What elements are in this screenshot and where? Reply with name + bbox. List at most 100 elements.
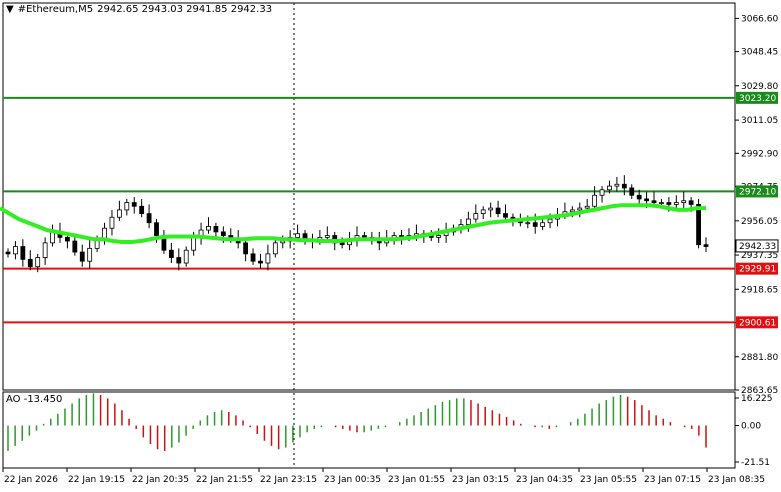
time-tick-label: 23 Jan 08:35: [708, 475, 765, 485]
time-tick-label: 22 Jan 2026: [4, 475, 58, 485]
candle-body: [480, 209, 486, 214]
candle-body: [146, 213, 152, 224]
level-label: 2929.91: [739, 265, 776, 275]
candle-body: [577, 207, 583, 211]
candle-body: [569, 209, 575, 213]
price-tick-label: 3029.80: [741, 82, 778, 92]
candle-body: [636, 194, 642, 200]
ao-tick-label: 0.00: [741, 422, 761, 432]
ao-pane-frame: [2, 391, 736, 469]
candle-body: [5, 251, 11, 255]
candle-body: [272, 242, 278, 255]
candle-body: [20, 246, 26, 260]
time-tick-label: 23 Jan 07:15: [644, 475, 701, 485]
price-tick-label: 2937.35: [741, 251, 778, 261]
candle-body: [50, 231, 55, 244]
candle-body: [191, 236, 197, 251]
candle-body: [688, 200, 694, 205]
candle-body: [176, 257, 182, 264]
candle-body: [339, 242, 345, 246]
candle-body: [614, 183, 620, 187]
candle-body: [27, 258, 33, 268]
time-tick-label: 22 Jan 20:35: [132, 475, 189, 485]
time-tick-label: 22 Jan 21:55: [196, 475, 253, 485]
candle-body: [220, 231, 226, 236]
chart-header: ▼ #Ethereum,M5 2942.65 2943.03 2941.85 294…: [6, 4, 276, 15]
price-tick-label: 2881.80: [741, 353, 778, 363]
candle-body: [473, 213, 479, 220]
candle-body: [206, 225, 211, 231]
candle-body: [295, 233, 300, 238]
price-tick-label: 3011.05: [741, 116, 778, 126]
moving-average-line: [0, 203, 706, 244]
candle-body: [532, 222, 538, 227]
candle-body: [183, 249, 189, 264]
candle-body: [681, 200, 687, 203]
candle-body: [651, 200, 657, 203]
candle-body: [465, 218, 471, 225]
candle-body: [79, 251, 85, 262]
candle-body: [131, 202, 137, 207]
candle-body: [607, 185, 612, 191]
price-tick-label: 2918.65: [741, 285, 778, 295]
symbol-menu-icon[interactable]: ▼: [6, 4, 14, 15]
candle-body: [666, 202, 672, 205]
time-tick-label: 23 Jan 05:55: [580, 475, 637, 485]
candle-body: [35, 257, 41, 268]
price-tick-label: 2863.65: [741, 386, 778, 396]
candle-body: [673, 202, 679, 205]
candle-body: [488, 207, 494, 211]
candle-body: [659, 202, 664, 204]
candle-body: [154, 222, 159, 236]
candle-body: [703, 244, 709, 247]
ao-tick-label: -21.51: [741, 458, 770, 468]
current-price-tag: [735, 239, 779, 253]
green-level-tag: [736, 91, 778, 104]
candle-body: [168, 249, 174, 258]
candle-body: [621, 183, 627, 189]
candle-body: [116, 209, 122, 218]
red-level-tag: [736, 262, 778, 275]
candle-body: [547, 218, 553, 224]
candle-body: [280, 240, 286, 244]
candle-body: [629, 187, 635, 196]
time-tick-label: 23 Jan 00:35: [324, 475, 381, 485]
level-label: 2900.61: [739, 318, 776, 328]
candle-body: [644, 198, 649, 202]
price-tick-label: 2956.05: [741, 217, 778, 227]
candle-body: [503, 213, 508, 218]
candle-body: [540, 222, 546, 227]
candle-body: [258, 260, 263, 264]
price-tick-label: 2992.90: [741, 149, 778, 159]
level-label: 2972.10: [739, 187, 776, 197]
candle-body: [324, 235, 330, 238]
time-tick-label: 22 Jan 23:15: [260, 475, 317, 485]
candle-body: [109, 216, 115, 229]
time-tick-label: 23 Jan 04:35: [516, 475, 573, 485]
candle-body: [65, 236, 70, 242]
candle-body: [124, 202, 130, 211]
green-level-tag: [736, 185, 778, 198]
current-price-label: 2942.33: [739, 242, 776, 252]
candle-body: [696, 204, 701, 246]
main-pane-frame: [2, 2, 736, 391]
candle-body: [362, 235, 367, 238]
candle-body: [525, 222, 531, 225]
candle-body: [599, 189, 605, 196]
time-tick-label: 23 Jan 01:55: [388, 475, 445, 485]
candle-body: [87, 247, 93, 262]
candle-body: [243, 242, 249, 255]
candle-body: [592, 194, 598, 207]
candle-body: [250, 253, 256, 262]
candle-body: [265, 253, 271, 264]
price-tick-label: 3066.60: [741, 14, 778, 24]
candle-body: [213, 225, 219, 233]
candle-body: [13, 246, 18, 255]
symbol-timeframe: #Ethereum,M5: [17, 4, 94, 15]
candle-body: [72, 240, 78, 253]
price-tick-label: 3048.45: [741, 48, 778, 58]
red-level-tag: [736, 316, 778, 329]
candle-body: [139, 205, 145, 214]
